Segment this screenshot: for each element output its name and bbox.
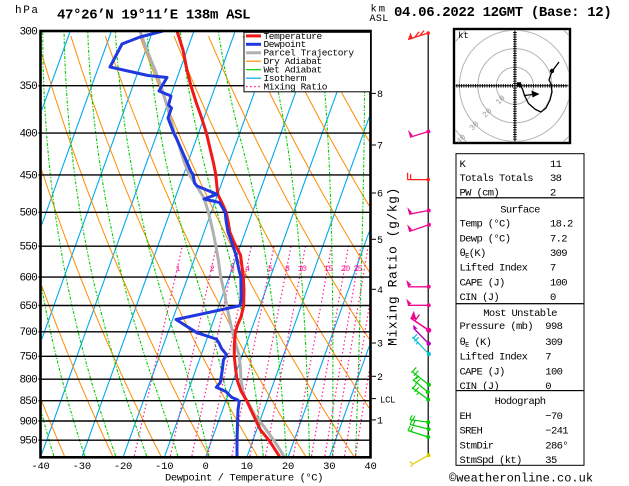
svg-text:-20: -20	[114, 461, 132, 473]
svg-text:309: 309	[545, 337, 562, 349]
svg-text:100: 100	[545, 366, 562, 378]
svg-text:CAPE (J): CAPE (J)	[460, 277, 505, 289]
svg-text:5: 5	[268, 264, 273, 274]
svg-text:©weatheronline.co.uk: ©weatheronline.co.uk	[449, 472, 593, 486]
svg-text:Most Unstable: Most Unstable	[483, 308, 557, 320]
svg-text:θE (K): θE (K)	[460, 337, 492, 350]
svg-text:30: 30	[323, 461, 335, 473]
svg-text:8: 8	[285, 264, 290, 274]
svg-text:750: 750	[19, 352, 37, 364]
svg-text:-40: -40	[31, 461, 49, 473]
svg-text:PW (cm): PW (cm)	[460, 188, 500, 200]
svg-text:Mixing Ratio: Mixing Ratio	[264, 82, 328, 93]
svg-text:20: 20	[282, 461, 294, 473]
svg-text:0: 0	[545, 381, 551, 393]
svg-text:20: 20	[341, 264, 350, 274]
svg-text:Temperature: Temperature	[264, 31, 323, 42]
svg-text:kt: kt	[458, 31, 469, 41]
svg-text:km: km	[371, 4, 388, 16]
svg-text:450: 450	[19, 170, 37, 182]
svg-text:Parcel Trajectory: Parcel Trajectory	[264, 48, 355, 59]
svg-text:350: 350	[19, 81, 37, 93]
svg-text:Surface: Surface	[500, 204, 540, 216]
svg-text:7: 7	[545, 351, 551, 363]
svg-text:300: 300	[19, 26, 37, 38]
svg-text:11: 11	[550, 159, 562, 171]
svg-text:LCL: LCL	[380, 395, 395, 405]
svg-text:1: 1	[377, 417, 383, 428]
svg-text:SREH: SREH	[460, 426, 483, 438]
svg-text:0: 0	[550, 292, 556, 304]
svg-text:3: 3	[377, 340, 383, 351]
svg-text:10: 10	[297, 264, 306, 274]
svg-text:15: 15	[324, 264, 333, 274]
svg-text:18.2: 18.2	[550, 219, 573, 231]
svg-text:38: 38	[550, 173, 562, 185]
svg-text:Dewpoint / Temperature (°C): Dewpoint / Temperature (°C)	[165, 473, 323, 485]
svg-text:1: 1	[175, 264, 180, 274]
svg-text:hPa: hPa	[15, 5, 40, 17]
svg-text:Lifted Index: Lifted Index	[460, 351, 528, 363]
svg-text:40: 40	[364, 461, 376, 473]
svg-text:286°: 286°	[545, 440, 568, 452]
svg-text:47°26’N 19°11’E 138m ASL: 47°26’N 19°11’E 138m ASL	[57, 8, 250, 24]
svg-text:-10: -10	[155, 461, 173, 473]
svg-text:550: 550	[19, 242, 37, 254]
svg-text:Isotherm: Isotherm	[264, 73, 307, 84]
svg-text:400: 400	[19, 129, 37, 141]
svg-text:900: 900	[19, 416, 37, 428]
svg-text:4: 4	[245, 264, 250, 274]
svg-text:8: 8	[377, 90, 383, 101]
svg-text:Lifted Index: Lifted Index	[460, 263, 528, 275]
svg-text:Temp (°C): Temp (°C)	[460, 219, 511, 231]
svg-text:CIN (J): CIN (J)	[460, 292, 500, 304]
svg-text:650: 650	[19, 301, 37, 313]
svg-text:4: 4	[377, 286, 383, 297]
svg-text:Dewp (°C): Dewp (°C)	[460, 233, 511, 245]
svg-text:StmDir: StmDir	[460, 440, 494, 452]
svg-text:800: 800	[19, 375, 37, 387]
svg-text:7: 7	[377, 142, 383, 153]
svg-text:K: K	[460, 159, 467, 171]
svg-text:EH: EH	[460, 411, 472, 423]
svg-text:−70: −70	[545, 411, 562, 423]
svg-text:Pressure (mb): Pressure (mb)	[460, 321, 533, 333]
svg-text:Dry Adiabat: Dry Adiabat	[264, 56, 322, 67]
svg-text:950: 950	[19, 436, 37, 448]
svg-text:θE(K): θE(K)	[460, 248, 486, 261]
svg-text:35: 35	[545, 455, 557, 467]
svg-text:−241: −241	[545, 426, 568, 438]
svg-text:500: 500	[19, 208, 37, 220]
svg-text:700: 700	[19, 327, 37, 339]
svg-text:0: 0	[202, 461, 208, 473]
svg-text:Totals Totals: Totals Totals	[460, 173, 534, 185]
svg-text:100: 100	[550, 277, 567, 289]
svg-text:7.2: 7.2	[550, 233, 567, 245]
svg-text:ASL: ASL	[370, 14, 389, 25]
svg-text:CIN (J): CIN (J)	[460, 381, 500, 393]
svg-text:309: 309	[550, 248, 567, 260]
svg-text:5: 5	[377, 236, 383, 247]
svg-text:Hodograph: Hodograph	[495, 396, 546, 408]
svg-text:6: 6	[377, 190, 383, 201]
svg-text:10: 10	[241, 461, 253, 473]
svg-text:600: 600	[19, 273, 37, 285]
svg-text:Dewpoint: Dewpoint	[264, 39, 306, 50]
svg-text:Mixing Ratio (g/kg): Mixing Ratio (g/kg)	[386, 187, 401, 346]
svg-text:2: 2	[210, 264, 215, 274]
svg-text:3: 3	[230, 264, 235, 274]
svg-text:2: 2	[377, 373, 383, 384]
svg-text:2: 2	[550, 188, 556, 200]
svg-text:7: 7	[550, 263, 556, 275]
svg-text:-30: -30	[73, 461, 91, 473]
svg-text:StmSpd (kt): StmSpd (kt)	[460, 455, 522, 467]
svg-text:850: 850	[19, 396, 37, 408]
svg-text:04.06.2022 12GMT (Base: 12): 04.06.2022 12GMT (Base: 12)	[394, 5, 611, 21]
svg-text:Wet Adiabat: Wet Adiabat	[264, 65, 322, 76]
svg-text:25: 25	[353, 264, 362, 274]
svg-text:998: 998	[545, 321, 562, 333]
svg-text:CAPE (J): CAPE (J)	[460, 366, 505, 378]
